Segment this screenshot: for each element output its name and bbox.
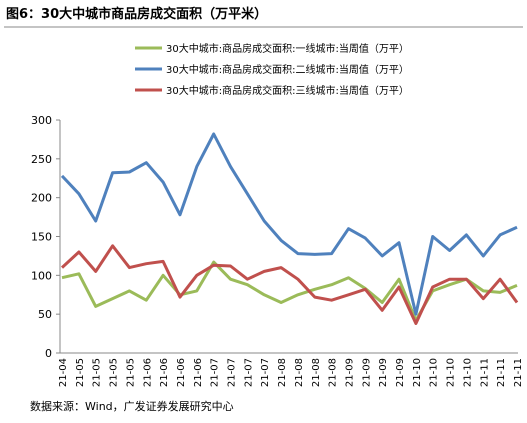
x-tick-label: 21-08	[328, 358, 339, 387]
x-tick-label: 21-10	[429, 358, 440, 387]
x-tick-label: 21-09	[378, 358, 389, 387]
y-tick-label: 0	[45, 347, 52, 360]
x-tick-label: 21-07	[210, 358, 221, 387]
x-tick-label: 21-11	[479, 358, 490, 387]
x-tick-label: 21-05	[125, 358, 136, 387]
x-tick-label: 21-05	[109, 358, 120, 387]
x-tick-label: 21-09	[361, 358, 372, 387]
x-tick-label: 21-06	[193, 358, 204, 387]
x-tick-label: 21-11	[496, 358, 507, 387]
x-tick-label: 21-05	[75, 358, 86, 387]
y-tick-label: 50	[38, 308, 52, 321]
y-tick-label: 250	[31, 153, 52, 166]
x-tick-label: 21-07	[243, 358, 254, 387]
line-series	[60, 244, 519, 325]
x-tick-label: 21-07	[227, 358, 238, 387]
x-tick-label: 21-08	[294, 358, 305, 387]
x-tick-label: 21-11	[513, 358, 524, 387]
x-tick-label: 21-09	[344, 358, 355, 387]
legend-label: 30大中城市:商品房成交面积:二线城市:当周值（万平）	[166, 63, 409, 76]
x-tick-label: 21-06	[159, 358, 170, 387]
legend-label: 30大中城市:商品房成交面积:一线城市:当周值（万平）	[166, 42, 409, 55]
x-tick-label: 21-09	[395, 358, 406, 387]
source: 数据来源：Wind，广发证券发展研究中心	[30, 399, 234, 413]
x-tick-label: 21-05	[92, 358, 103, 387]
x-tick-label: 21-07	[260, 358, 271, 387]
y-tick-label: 200	[31, 192, 52, 205]
x-tick-label: 21-10	[446, 358, 457, 387]
chart-title: 图6：30大中城市商品房成交面积（万平米）	[6, 6, 267, 22]
x-tick-label: 21-08	[311, 358, 322, 387]
y-tick-label: 300	[31, 114, 52, 127]
x-tick-label: 21-06	[142, 358, 153, 387]
line-series	[61, 260, 518, 322]
x-tick-label: 21-06	[176, 358, 187, 387]
x-tick-label: 21-10	[462, 358, 473, 387]
x-tick-label: 21-04	[58, 358, 69, 387]
legend-label: 30大中城市:商品房成交面积:三线城市:当周值（万平）	[166, 84, 409, 97]
y-tick-label: 150	[31, 231, 52, 244]
x-tick-label: 21-10	[412, 358, 423, 387]
x-tick-label: 21-08	[277, 358, 288, 387]
y-tick-label: 100	[31, 269, 52, 282]
line-series	[60, 132, 518, 316]
